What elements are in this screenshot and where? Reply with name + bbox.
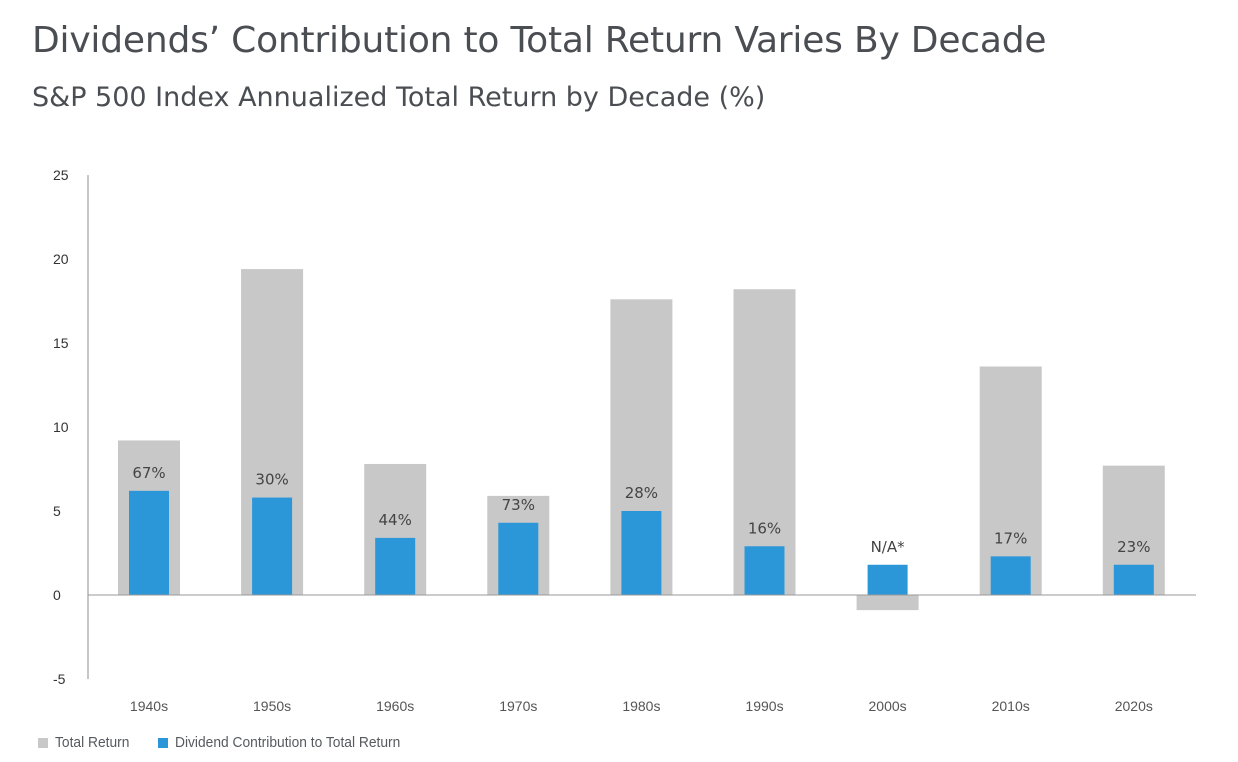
y-tick-label: -5 — [53, 671, 66, 687]
x-tick-label: 2010s — [992, 698, 1030, 714]
data-label: 67% — [132, 464, 165, 482]
bar-dividend-contribution — [375, 537, 416, 595]
bar-total-return — [733, 289, 796, 595]
y-tick-label: 25 — [53, 167, 69, 183]
legend-item-total-return: Total Return — [38, 734, 136, 751]
x-tick-label: 1960s — [376, 698, 414, 714]
y-tick-label: 20 — [53, 251, 69, 267]
data-label: 17% — [994, 529, 1027, 547]
x-tick-label: 1980s — [622, 698, 660, 714]
bar-dividend-contribution — [621, 511, 662, 595]
chart-legend: Total Return Dividend Contribution to To… — [38, 734, 442, 751]
x-tick-label: 1990s — [745, 698, 783, 714]
bar-dividend-contribution — [744, 546, 785, 595]
legend-label-total-return: Total Return — [55, 734, 130, 751]
y-tick-label: 10 — [53, 419, 69, 435]
data-label: 44% — [379, 511, 412, 529]
y-tick-label: 5 — [53, 503, 61, 519]
legend-swatch-total-return — [38, 737, 48, 748]
bar-dividend-contribution — [990, 556, 1031, 595]
data-label: 30% — [255, 471, 288, 489]
chart-subtitle: S&P 500 Index Annualized Total Return by… — [32, 82, 766, 113]
x-tick-label: 1970s — [499, 698, 537, 714]
data-label: N/A* — [871, 538, 906, 556]
x-tick-label: 2020s — [1115, 698, 1153, 714]
y-tick-label: 15 — [53, 335, 69, 351]
data-label: 73% — [502, 496, 535, 514]
data-label: 16% — [748, 519, 781, 537]
bar-dividend-contribution — [129, 490, 169, 595]
x-tick-label: 2000s — [869, 698, 907, 714]
legend-label-dividend-contribution: Dividend Contribution to Total Return — [174, 734, 401, 751]
legend-swatch-dividend-contribution — [157, 737, 168, 748]
x-tick-label: 1940s — [130, 698, 168, 714]
bar-dividend-contribution — [252, 497, 293, 595]
data-label: 28% — [625, 484, 658, 502]
bar-total-return — [856, 595, 919, 611]
bar-dividend-contribution — [867, 564, 908, 595]
data-label: 23% — [1117, 538, 1150, 556]
bar-dividend-contribution — [1113, 564, 1154, 595]
y-tick-label: 0 — [53, 587, 61, 603]
legend-item-dividend-contribution: Dividend Contribution to Total Return — [157, 734, 420, 751]
x-tick-label: 1950s — [253, 698, 291, 714]
bar-dividend-contribution — [498, 522, 539, 595]
chart-title: Dividends’ Contribution to Total Return … — [32, 20, 1047, 61]
